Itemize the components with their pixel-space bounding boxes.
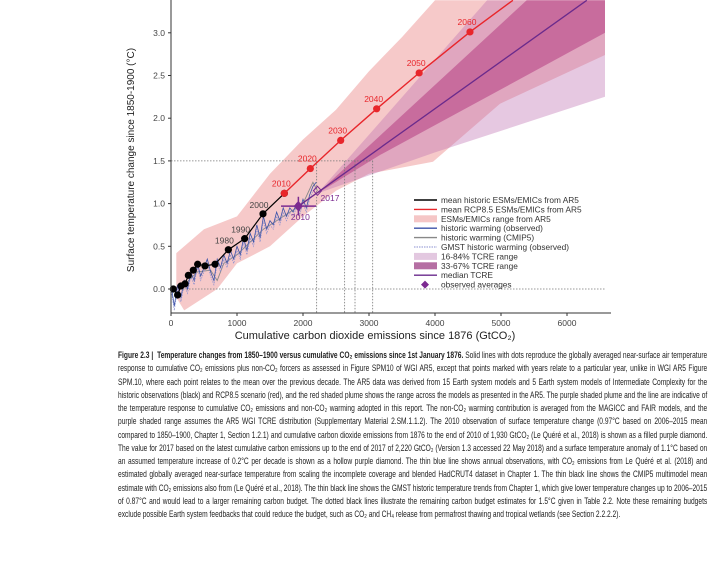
- historic-point: [181, 280, 189, 288]
- historic-point: [189, 266, 197, 274]
- legend-label: historic warming (CMIP5): [441, 233, 534, 243]
- year-label: 2030: [328, 125, 347, 135]
- x-tick-label: 3000: [360, 318, 379, 328]
- historic-point: [211, 260, 219, 268]
- year-label: 2060: [458, 17, 477, 27]
- historic-point: [184, 271, 192, 279]
- y-tick-label: 0.5: [153, 241, 165, 251]
- x-tick-label: 2000: [294, 318, 313, 328]
- y-axis-label: Surface temperature change since 1850-19…: [126, 48, 137, 272]
- legend-label: ESMs/EMICs range from AR5: [441, 214, 551, 224]
- legend-label: mean historic ESMs/EMICs from AR5: [441, 195, 579, 205]
- reference-lines: [171, 160, 606, 313]
- year-label: 2010: [272, 178, 291, 188]
- rcp85-point: [373, 105, 381, 113]
- year-label: 2017: [321, 193, 340, 203]
- historic-point: [194, 260, 202, 268]
- caption-body: Solid lines with dots reproduce the glob…: [118, 350, 708, 519]
- historic-point: [169, 285, 177, 293]
- figure-label: Figure 2.3 |: [118, 350, 154, 360]
- historic-point: [259, 210, 267, 218]
- y-tick-label: 3.0: [153, 28, 165, 38]
- legend-swatch: [414, 215, 437, 223]
- y-tick-label: 2.5: [153, 71, 165, 81]
- year-label: 2020: [298, 154, 317, 164]
- rcp85-point: [280, 189, 288, 197]
- observed-average-diamond: [312, 185, 323, 197]
- y-tick-label: 2.0: [153, 113, 165, 123]
- median-tcre-line: [298, 0, 588, 207]
- y-tick-label: 1.0: [153, 199, 165, 209]
- x-axis-label: Cumulative carbon dioxide emissions sinc…: [235, 330, 516, 342]
- legend-label: 16-84% TCRE range: [441, 251, 518, 261]
- historic-point: [201, 262, 209, 270]
- y-tick-label: 1.5: [153, 156, 165, 166]
- legend-swatch: [414, 262, 437, 270]
- rcp85-point: [415, 69, 423, 77]
- rcp85-point: [337, 136, 345, 145]
- year-label: 1980: [215, 236, 234, 246]
- legend-label: historic warming (observed): [441, 223, 543, 233]
- year-label: 2000: [250, 200, 269, 210]
- figure-title: Temperature changes from 1850–1900 versu…: [157, 350, 464, 360]
- rcp85-point: [306, 164, 314, 173]
- figure-caption: Figure 2.3 | Temperature changes from 18…: [118, 349, 707, 521]
- year-label: 2010: [291, 212, 310, 222]
- legend-label: mean RCP8.5 ESMs/EMICs from AR5: [441, 204, 582, 214]
- historic-point: [224, 246, 232, 254]
- observed-average-diamond: [293, 200, 304, 212]
- year-label: 2040: [364, 94, 383, 104]
- legend-swatch: [414, 252, 437, 260]
- historic-point: [174, 291, 182, 299]
- x-tick-label: 0: [169, 318, 174, 328]
- x-tick-label: 6000: [558, 318, 577, 328]
- x-tick-label: 4000: [426, 318, 445, 328]
- plumes: [176, 0, 606, 311]
- legend-label: 33-67% TCRE range: [441, 261, 518, 271]
- y-tick-label: 0.0: [153, 284, 165, 294]
- x-tick-label: 1000: [228, 318, 247, 328]
- year-label: 1990: [231, 225, 250, 235]
- year-label: 2050: [407, 58, 426, 68]
- range-plume-3: [317, 0, 605, 194]
- legend-diamond-icon: [421, 280, 429, 289]
- rcp85-point: [466, 28, 474, 36]
- legend-label: median TCRE: [441, 270, 493, 280]
- legend-label: observed averages: [441, 280, 512, 290]
- historic-point: [241, 235, 249, 243]
- axes: 0 1000 2000 3000 4000 5000 6000 0.0 0.5 1.0 1.5 2.0…: [153, 0, 611, 328]
- legend-label: GMST historic warming (observed): [441, 242, 569, 252]
- x-tick-label: 5000: [492, 318, 511, 328]
